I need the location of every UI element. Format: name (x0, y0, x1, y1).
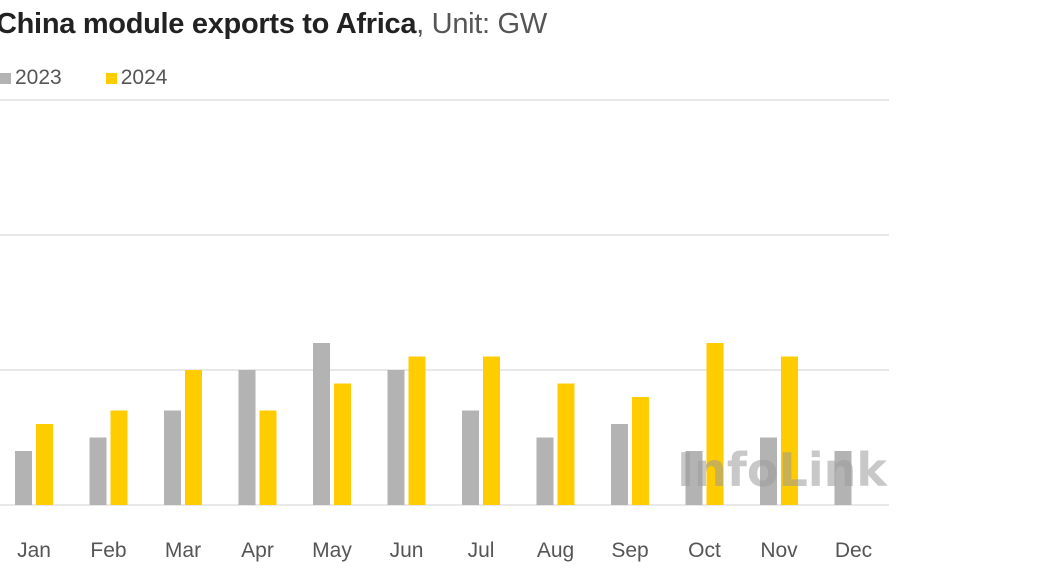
bar-2024-oct (706, 343, 724, 505)
bar-2024-mar (185, 370, 202, 505)
x-tick-label-may: May (312, 539, 352, 562)
x-tick-label-jan: Jan (17, 539, 51, 562)
x-tick-label-nov: Nov (760, 539, 798, 562)
bar-2023-feb (89, 437, 107, 505)
legend: 2023 2024 (0, 66, 211, 90)
bar-2023-aug (536, 437, 554, 505)
gridlines (0, 99, 889, 506)
bar-2023-jul (462, 410, 479, 505)
bar-2023-may (313, 343, 330, 505)
chart-title: China module exports to Africa, Unit: GW (0, 8, 547, 41)
bar-2023-jun (387, 370, 405, 505)
legend-swatch-2023 (0, 72, 11, 84)
x-tick-label-apr: Apr (241, 539, 274, 562)
legend-item-2024: 2024 (105, 66, 168, 90)
x-tick-label-dec: Dec (835, 539, 872, 562)
legend-label-2024: 2024 (120, 66, 168, 89)
bar-2024-sep (632, 397, 649, 505)
x-tick-label-aug: Aug (537, 539, 574, 562)
x-tick-label-mar: Mar (165, 539, 201, 562)
bars (15, 343, 852, 505)
bar-2024-apr (259, 410, 277, 505)
x-tick-label-feb: Feb (90, 539, 126, 562)
legend-label-2023: 2023 (15, 66, 62, 89)
chart-title-main: China module exports to Africa (0, 8, 417, 40)
x-tick-label-jun: Jun (390, 539, 424, 562)
x-tick-label-oct: Oct (688, 539, 721, 562)
bar-2023-mar (164, 410, 181, 505)
watermark-logo: InfoLink (677, 443, 888, 497)
bar-2024-may (334, 383, 351, 505)
chart-title-unit: , Unit: GW (416, 8, 547, 40)
legend-item-2023: 2023 (0, 66, 62, 90)
legend-swatch-2024 (105, 72, 117, 84)
bar-2023-apr (238, 370, 256, 505)
bar-2024-nov (781, 356, 798, 505)
bar-2024-jul (483, 356, 500, 505)
bar-2023-nov (760, 437, 777, 505)
bar-2023-dec (834, 451, 852, 505)
bar-2023-jan (15, 451, 32, 505)
bar-2024-jun (408, 356, 426, 505)
x-tick-label-jul: Jul (468, 539, 495, 562)
x-tick-label-sep: Sep (611, 539, 648, 562)
x-axis-labels: Jan Feb Mar Apr May Jun Jul Aug Sep Oct Nov Dec (17, 539, 872, 562)
bar-2024-feb (110, 410, 128, 505)
bar-2024-aug (557, 383, 575, 505)
bar-2023-oct (685, 451, 703, 505)
bar-2024-jan (36, 424, 53, 505)
bar-2023-sep (611, 424, 628, 505)
